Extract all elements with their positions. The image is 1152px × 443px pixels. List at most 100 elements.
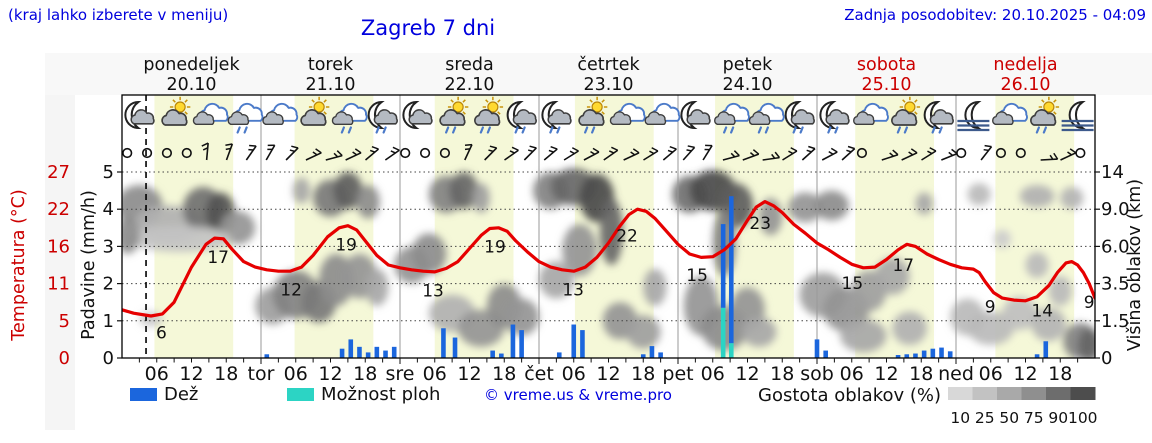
page-title: Zagreb 7 dni <box>360 16 496 40</box>
weather-icon-sun-cloud-rain <box>439 96 469 134</box>
day-name: torek <box>308 55 354 75</box>
density-tick: 25 <box>975 409 995 427</box>
cloud-blob <box>967 183 991 206</box>
last-update-label: Zadnja posodobitev: 20.10.2025 - 04:09 <box>844 6 1146 24</box>
rain-bar <box>921 350 927 358</box>
rain-legend-swatch <box>130 388 157 401</box>
x-hour-label: 12 <box>318 363 342 385</box>
temp-value-label: 14 <box>1031 301 1053 321</box>
x-hour-label: 06 <box>145 363 169 385</box>
weather-icon-moon-cloud-rain <box>923 100 954 134</box>
wind-barb-icon <box>384 146 400 161</box>
rain-bar <box>823 350 828 358</box>
background <box>45 53 1152 430</box>
copyright-link[interactable]: © vreme.us & vreme.pro <box>484 386 672 404</box>
cloud-height-tick: 14 <box>1101 162 1124 183</box>
day-separators <box>260 95 957 358</box>
x-hour-label: 06 <box>562 363 586 385</box>
wind-barb-icon <box>901 148 918 161</box>
wind-barb-icon <box>643 147 659 161</box>
temp-value-label: 15 <box>842 274 864 294</box>
shower-bar <box>720 307 726 358</box>
x-day-abbr: sre <box>386 363 415 385</box>
weather-icon-sun-cloud-rain <box>578 96 608 134</box>
weather-icon-moon-cloud <box>680 100 711 130</box>
temp-value-label: 13 <box>422 281 444 301</box>
wind-calm-icon <box>181 147 192 159</box>
x-hour-label: 12 <box>874 363 898 385</box>
wind-barb-icon <box>1060 148 1077 161</box>
weather-icon-clouds-rain <box>714 102 750 134</box>
temp-value-label: 9 <box>985 298 996 318</box>
wind-barb-icon <box>881 149 899 161</box>
rain-bar <box>490 350 495 358</box>
wind-barb-icon <box>682 145 696 161</box>
density-tick: 10 <box>950 409 970 427</box>
wind-barb-icon <box>742 149 760 161</box>
wind-calm-icon <box>400 147 411 159</box>
cloud-height-tick: 1.5 <box>1101 311 1130 332</box>
wind-calm-icon <box>161 147 173 159</box>
rain-bar <box>904 354 910 358</box>
wind-barbs-row <box>122 142 1086 161</box>
rain-bar <box>571 324 577 358</box>
wind-barb-icon <box>821 147 838 161</box>
rain-bar <box>357 346 362 358</box>
cloud-blob <box>874 257 910 295</box>
cloud-blob <box>356 185 380 219</box>
temp-tick: 0 <box>59 348 70 369</box>
wind-calm-icon <box>1075 147 1086 159</box>
x-hour-label: 06 <box>979 363 1003 385</box>
sun-part <box>447 96 469 118</box>
x-hour-label: 18 <box>909 363 933 385</box>
wind-barb-icon <box>623 148 640 161</box>
wind-calm-icon <box>439 147 451 159</box>
daylight-band <box>294 95 374 358</box>
wind-calm-icon <box>856 147 868 159</box>
legend: Dež Možnost ploh © vreme.us & vreme.pro Gos… <box>130 384 1098 427</box>
cloud-blob <box>788 192 823 223</box>
rain-bar <box>580 330 585 358</box>
wind-barb-icon <box>980 144 993 161</box>
temp-tick: 5 <box>59 311 70 332</box>
gridlines <box>122 171 1095 322</box>
temp-value-label: 12 <box>280 280 302 300</box>
x-hour-label: 18 <box>770 363 794 385</box>
wind-calm-icon <box>122 147 133 159</box>
temperature-labels: 6 17 12 19 13 19 13 22 15 23 15 17 9 14 9 <box>156 214 1095 344</box>
x-hour-label: 12 <box>179 363 203 385</box>
temp-value-label: 19 <box>335 236 357 256</box>
weather-icon-sun-cloud <box>300 96 330 126</box>
cloud-blob <box>625 315 661 349</box>
sun-part <box>586 96 608 118</box>
temp-value-label: 23 <box>749 214 771 234</box>
precip-tick: 3 <box>103 236 114 257</box>
precip-tick: 2 <box>103 274 114 295</box>
precip-tick: 1 <box>103 311 114 332</box>
cloud-blob <box>892 311 928 345</box>
day-date: 26.10 <box>1000 75 1050 95</box>
weather-icon-clouds <box>992 102 1028 125</box>
cloud-blob <box>967 311 1014 345</box>
wind-barb-icon <box>325 150 343 161</box>
weather-icon-moon-cloud-rain <box>367 100 398 134</box>
day-name: ponedeljek <box>143 55 240 75</box>
x-hour-label: 18 <box>353 363 377 385</box>
cloud-height-tick: 0 <box>1101 348 1112 369</box>
y-axis-temperature: 27 22 16 11 5 0 Temperatura (°C) <box>9 162 70 369</box>
weather-icon-moon-cloud-rain <box>819 100 850 134</box>
density-tick: 90 <box>1048 409 1068 427</box>
cloud-blob <box>504 298 539 336</box>
cloud-blob <box>1025 251 1049 279</box>
cloud-blob <box>449 172 479 210</box>
rain-bar <box>913 353 918 358</box>
rain-bar <box>441 328 446 358</box>
wind-barb-icon <box>563 147 579 161</box>
weather-icon-clouds-rain <box>331 102 368 134</box>
x-hour-label: 18 <box>214 363 238 385</box>
rain-bar <box>649 346 655 358</box>
wind-calm-icon <box>995 147 1007 159</box>
rain-bar <box>264 354 270 358</box>
cloud-blob <box>840 318 887 353</box>
wind-barb-icon <box>583 147 600 161</box>
